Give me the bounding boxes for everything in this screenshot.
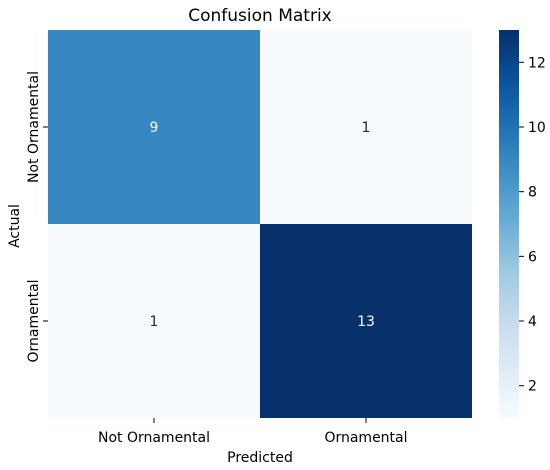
colorbar-tick-label: 6 (528, 249, 537, 265)
cell-value-label: 13 (357, 314, 375, 330)
heatmap-cell (260, 224, 472, 418)
colorbar-tick-label: 4 (528, 314, 537, 330)
colorbar (499, 30, 519, 418)
y-tick-label: Not Ornamental (26, 71, 42, 183)
x-axis: Not Ornamental Ornamental (98, 418, 408, 446)
cell-value-label: 9 (150, 120, 159, 136)
heatmap-cell (48, 224, 260, 418)
y-axis-label: Actual (7, 204, 23, 248)
cell-value-label: 1 (362, 120, 371, 136)
x-tick-label: Ornamental (324, 430, 407, 446)
y-tick-label: Ornamental (26, 279, 42, 362)
heatmap-cell (260, 30, 472, 224)
colorbar-tick-label: 10 (528, 120, 546, 136)
colorbar-tick-label: 2 (528, 379, 537, 395)
heatmap-cells (48, 30, 472, 418)
colorbar-ticks: 2 4 6 8 10 12 (519, 55, 546, 395)
chart-title: Confusion Matrix (188, 6, 332, 26)
colorbar-tick-label: 12 (528, 55, 546, 71)
heatmap-cell (48, 30, 260, 224)
colorbar-tick-label: 8 (528, 185, 537, 201)
cell-value-label: 1 (150, 314, 159, 330)
x-axis-label: Predicted (227, 450, 293, 466)
x-tick-label: Not Ornamental (98, 430, 210, 446)
heatmap-cell-labels: 9 11 13 (150, 120, 375, 330)
y-axis: Not Ornamental Ornamental (26, 71, 48, 363)
